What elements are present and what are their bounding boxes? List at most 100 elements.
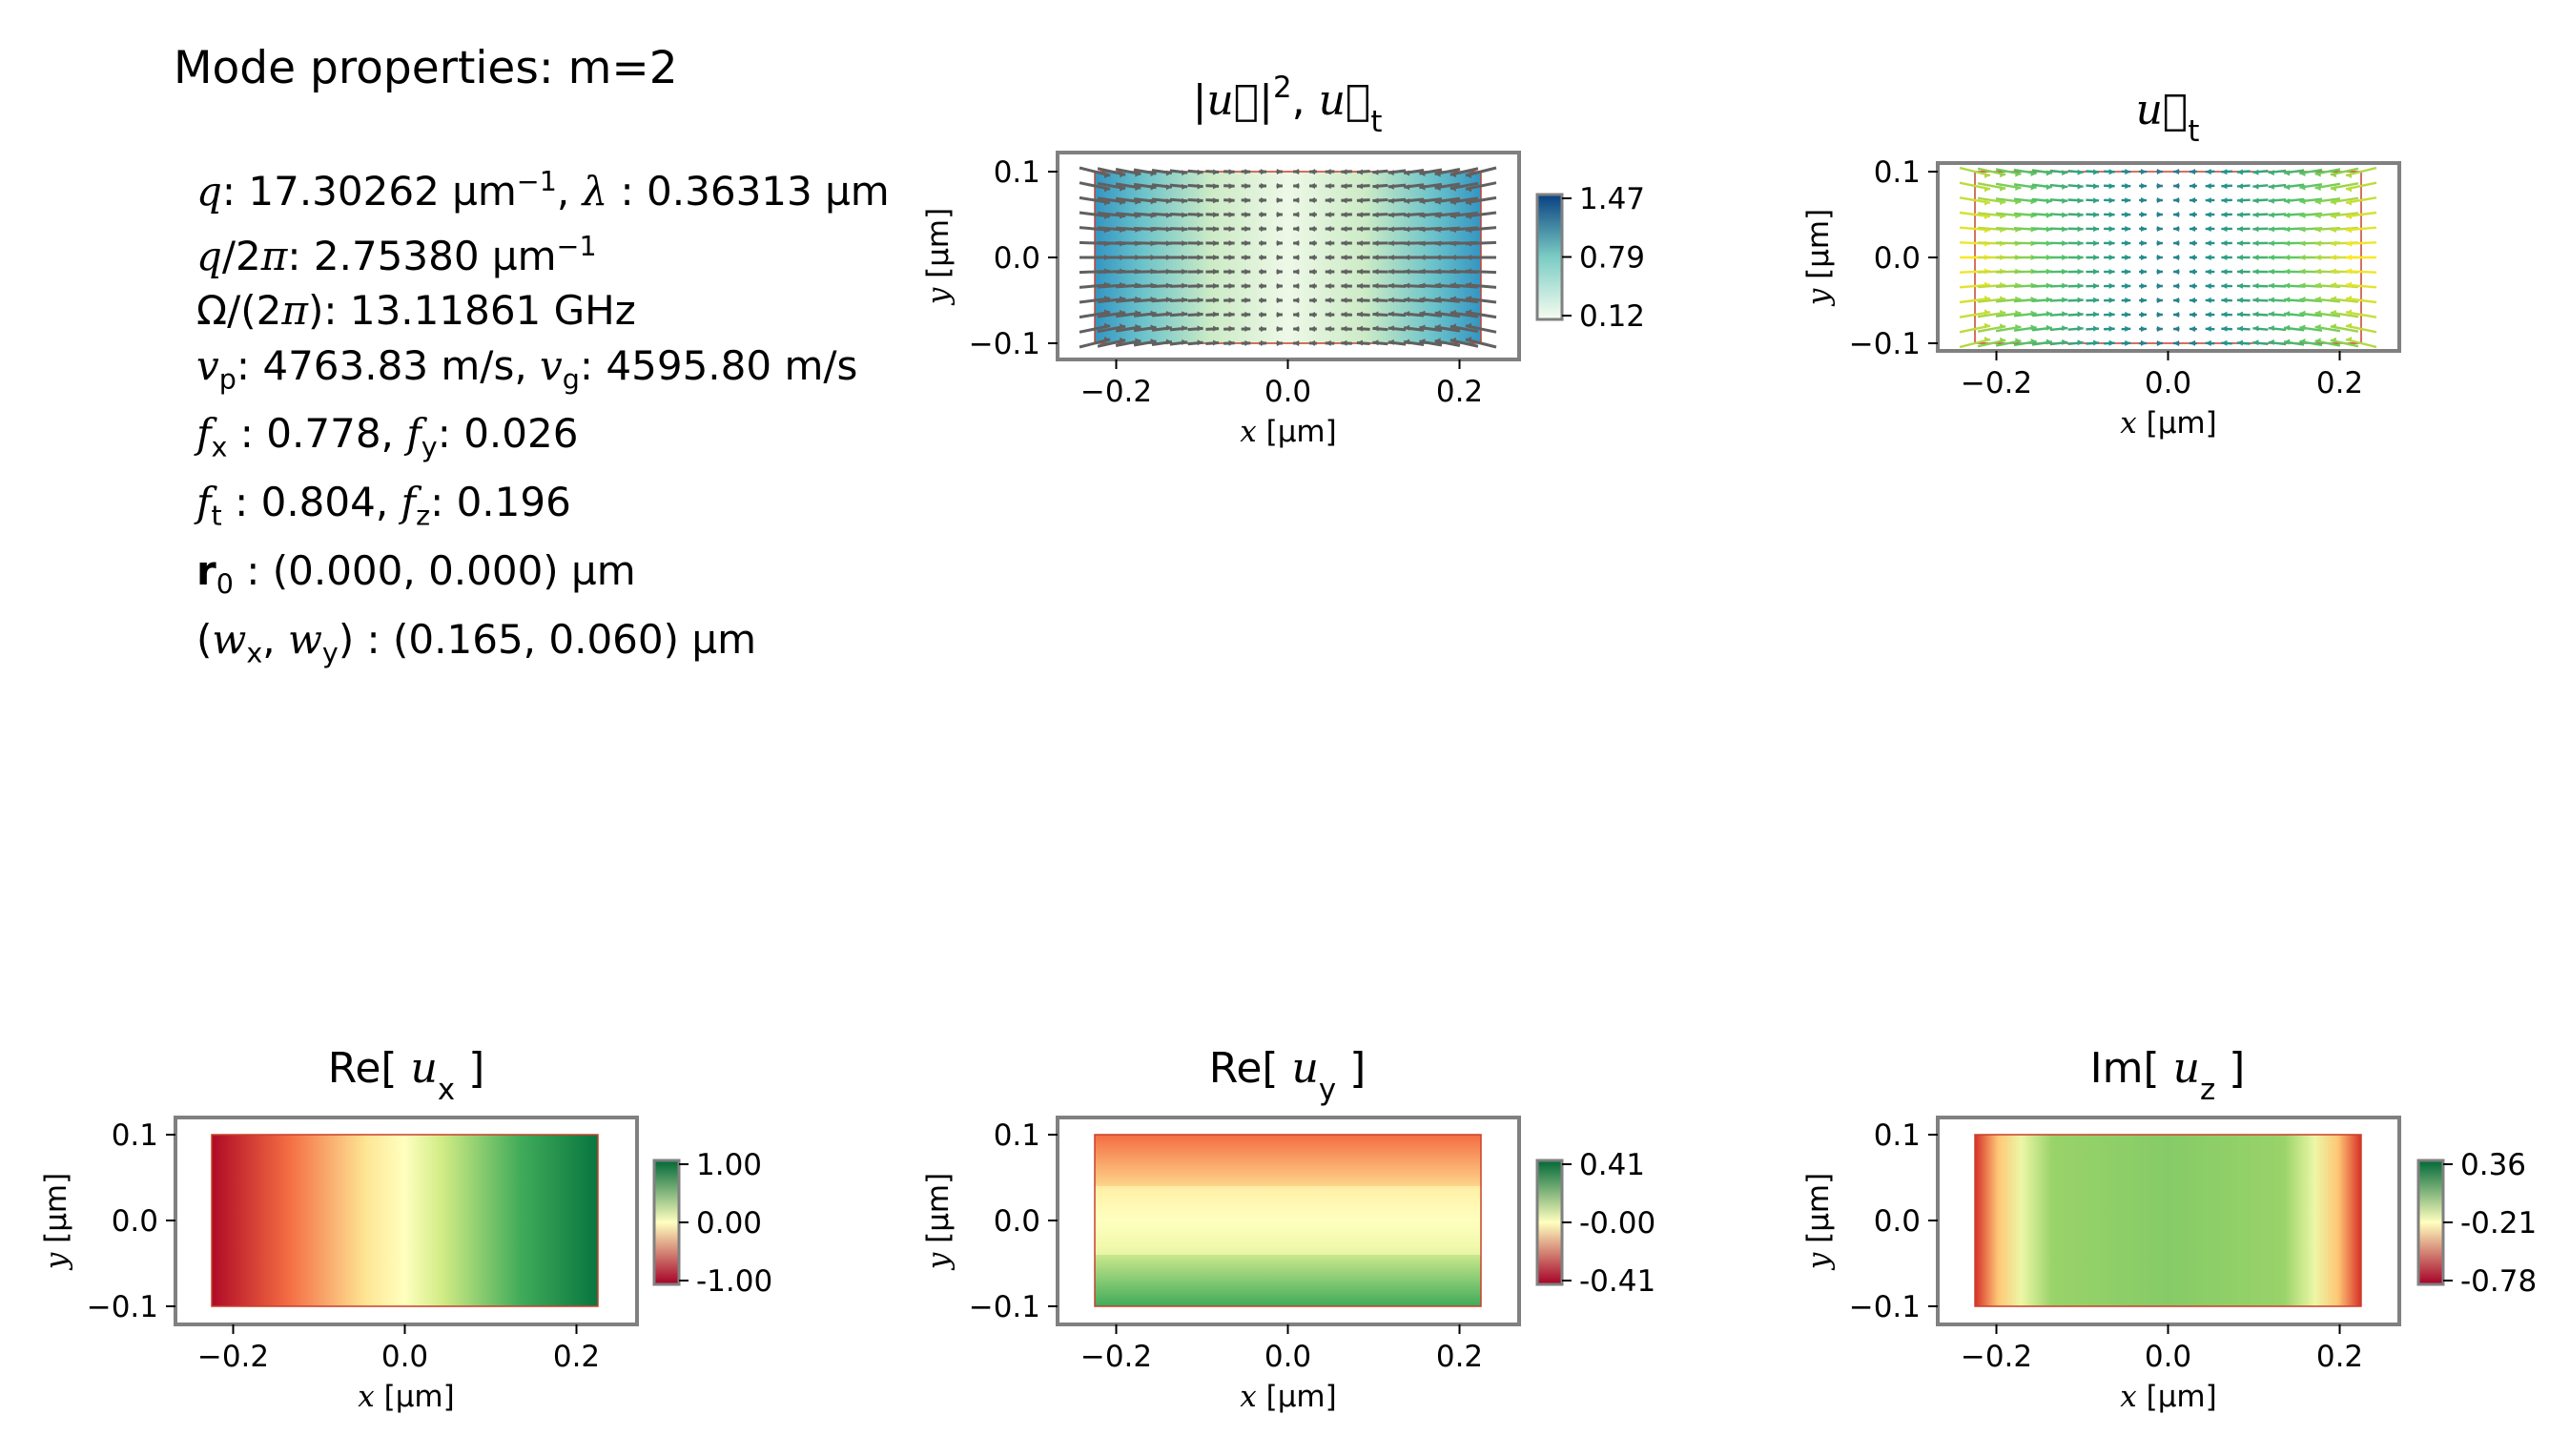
vector-arrow [1097,196,1126,204]
vector-arrowhead [2046,338,2052,345]
vector-arrow [1995,168,2022,175]
vector-arrowhead [1372,169,1379,175]
vector-arrow [1419,339,1443,347]
vector-arrowhead [1213,240,1220,247]
vector-arrow [1169,169,1188,174]
vector-arrow [2086,341,2100,345]
vector-arrowhead [1213,226,1220,233]
vector-arrowhead [1341,197,1347,204]
vector-arrowhead [1356,339,1363,346]
vector-arrow [1133,297,1157,303]
vector-arrowhead [2299,297,2306,303]
vector-arrow [2031,197,2053,203]
vector-arrowhead [2314,310,2321,317]
vector-arrow [1388,312,1407,318]
vector-arrowhead [1419,324,1426,331]
vector-arrow [2314,182,2341,190]
vector-arrowhead [2141,169,2148,175]
vector-arrow [1223,341,1235,345]
vector-arrow [1116,270,1141,274]
vector-arrowhead [1449,240,1456,247]
vector-arrow [2221,184,2232,188]
colorbar-label: 1.47 [1579,182,1645,216]
vector-arrowhead [1135,282,1141,289]
vector-arrowhead [1182,311,1188,318]
vector-arrowhead [1150,212,1157,218]
vector-arrowhead [1182,226,1188,233]
vector-arrowhead [2125,183,2131,190]
vector-arrowhead [1213,255,1220,260]
vector-arrowhead [2062,212,2068,218]
vector-arrow [1465,226,1497,232]
vector-arrowhead [1466,281,1471,288]
vector-arrowhead [2156,183,2163,190]
colorbar-label: 0.36 [2460,1148,2526,1182]
axes-frame [1056,151,1521,361]
vector-arrowhead [1984,268,1990,275]
vector-arrowhead [1372,240,1379,247]
y-axis-label: y [µm] [39,1173,73,1271]
vector-arrowhead [2000,296,2006,302]
vector-arrow [2104,341,2115,345]
vector-arrowhead [2236,297,2243,303]
vector-arrowhead [2062,197,2068,204]
vector-arrow [1449,338,1479,348]
vector-arrowhead [2000,281,2006,288]
property-line: r0 : (0.000, 0.000) µm [196,547,636,601]
vector-arrowhead [2141,339,2148,346]
vector-arrowhead [1120,227,1126,234]
vector-arrowhead [1308,268,1315,275]
vector-arrowhead [2330,185,2336,192]
vector-arrowhead [2108,197,2115,204]
vector-arrow [1959,270,1991,274]
vector-arrowhead [1244,325,1251,332]
y-tick-label: −0.1 [969,327,1040,361]
vector-arrowhead [2030,255,2037,260]
vector-arrowhead [2268,255,2274,260]
vector-arrowhead [2015,171,2022,177]
vector-arrow [2268,183,2287,189]
vector-arrow [1419,182,1443,190]
vector-arrowhead [1404,282,1410,289]
vector-arrow [2314,270,2340,274]
vector-arrowhead [1197,183,1203,190]
vector-arrow [2086,184,2100,188]
vector-arrow [2252,184,2269,188]
vector-arrowhead [2189,297,2195,303]
vector-arrow [1465,181,1497,191]
vector-arrowhead [2330,323,2336,330]
vector-arrowhead [1213,212,1220,218]
vector-arrowhead [1434,226,1441,233]
vector-arrowhead [2314,226,2321,233]
vector-arrowhead [2093,297,2100,303]
vector-arrow [2013,183,2037,189]
vector-arrowhead [1104,268,1110,275]
vector-arrowhead [1276,197,1283,204]
vector-arrow [2067,227,2084,231]
vector-arrowhead [1388,338,1394,345]
vector-arrowhead [1419,297,1426,303]
vector-arrowhead [1261,183,1267,190]
vector-arrowhead [2221,255,2228,260]
vector-arrow [1187,197,1203,203]
vector-arrowhead [1150,255,1157,260]
vector-arrowhead [2299,324,2306,331]
vector-arrow [1434,182,1461,190]
vector-arrow [1388,284,1407,288]
vector-arrowhead [2299,212,2306,218]
vector-arrowhead [1984,255,1990,260]
vector-arrowhead [1325,255,1331,260]
vector-arrowhead [2030,297,2037,303]
vector-arrow [2031,340,2053,346]
vector-arrowhead [1104,214,1110,219]
vector-arrowhead [2268,338,2274,345]
vector-arrowhead [2299,338,2306,345]
vector-arrowhead [1150,198,1157,205]
vector-arrowhead [2046,268,2052,275]
vector-arrow [1403,183,1425,189]
y-tick-label: −0.1 [87,1290,158,1324]
vector-arrow [1977,212,2006,217]
vector-arrow [1097,338,1126,348]
vector-arrowhead [2284,226,2291,233]
vector-arrowhead [2015,226,2022,233]
